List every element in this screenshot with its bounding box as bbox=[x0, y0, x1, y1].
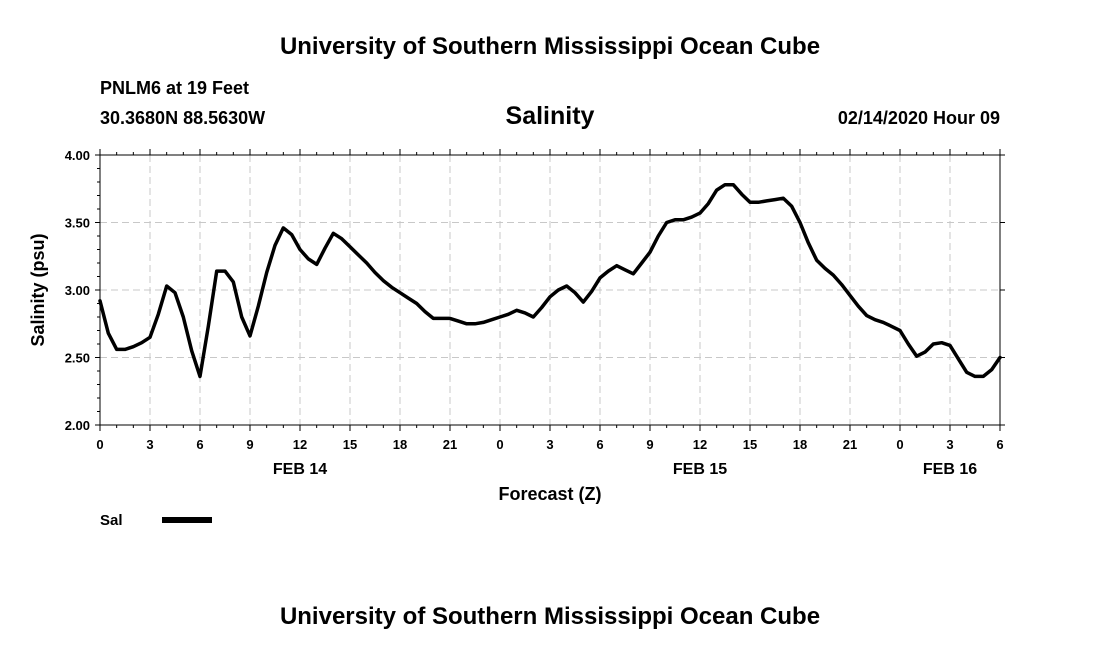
date-label: FEB 14 bbox=[273, 461, 327, 478]
chart-title: Salinity bbox=[506, 102, 595, 130]
x-tick-label: 12 bbox=[293, 437, 307, 452]
series-line-sal bbox=[98, 182, 1002, 379]
axis-ticks bbox=[95, 149, 1005, 431]
y-tick-label: 3.00 bbox=[65, 283, 90, 298]
grid-lines bbox=[100, 155, 1000, 425]
x-tick-labels: 0 3 6 9 12 15 18 21 0 3 6 9 12 15 18 21 0 3 6 bbox=[96, 437, 1003, 452]
x-tick-label: 6 bbox=[596, 437, 603, 452]
y-tick-label: 2.00 bbox=[65, 418, 90, 433]
x-tick-label: 6 bbox=[196, 437, 203, 452]
y-tick-label: 4.00 bbox=[65, 148, 90, 163]
x-tick-label: 0 bbox=[96, 437, 103, 452]
x-tick-label: 12 bbox=[693, 437, 707, 452]
x-tick-label: 21 bbox=[443, 437, 457, 452]
x-tick-label: 3 bbox=[946, 437, 953, 452]
x-tick-label: 0 bbox=[896, 437, 903, 452]
x-tick-label: 9 bbox=[646, 437, 653, 452]
legend-label-sal: Sal bbox=[100, 512, 123, 529]
x-tick-label: 3 bbox=[546, 437, 553, 452]
station-label: PNLM6 at 19 Feet bbox=[100, 78, 249, 98]
date-labels: FEB 14 FEB 15 FEB 16 bbox=[273, 461, 977, 478]
y-tick-label: 2.50 bbox=[65, 351, 90, 366]
forecast-datetime: 02/14/2020 Hour 09 bbox=[838, 108, 1000, 128]
y-tick-labels: 2.00 2.50 3.00 3.50 4.00 bbox=[65, 148, 90, 433]
x-axis-label: Forecast (Z) bbox=[498, 484, 601, 504]
coordinates-label: 30.3680N 88.5630W bbox=[100, 108, 265, 128]
date-label: FEB 15 bbox=[673, 461, 727, 478]
x-tick-label: 21 bbox=[843, 437, 857, 452]
page-title: University of Southern Mississippi Ocean… bbox=[280, 33, 820, 60]
x-tick-label: 3 bbox=[146, 437, 153, 452]
y-tick-label: 3.50 bbox=[65, 216, 90, 231]
x-tick-label: 18 bbox=[793, 437, 807, 452]
x-tick-label: 9 bbox=[246, 437, 253, 452]
x-tick-label: 18 bbox=[393, 437, 407, 452]
x-tick-label: 6 bbox=[996, 437, 1003, 452]
date-label: FEB 16 bbox=[923, 461, 977, 478]
x-tick-label: 0 bbox=[496, 437, 503, 452]
x-tick-label: 15 bbox=[343, 437, 357, 452]
x-tick-label: 15 bbox=[743, 437, 757, 452]
footer-title: University of Southern Mississippi Ocean… bbox=[280, 603, 820, 630]
y-axis-label: Salinity (psu) bbox=[28, 233, 48, 346]
